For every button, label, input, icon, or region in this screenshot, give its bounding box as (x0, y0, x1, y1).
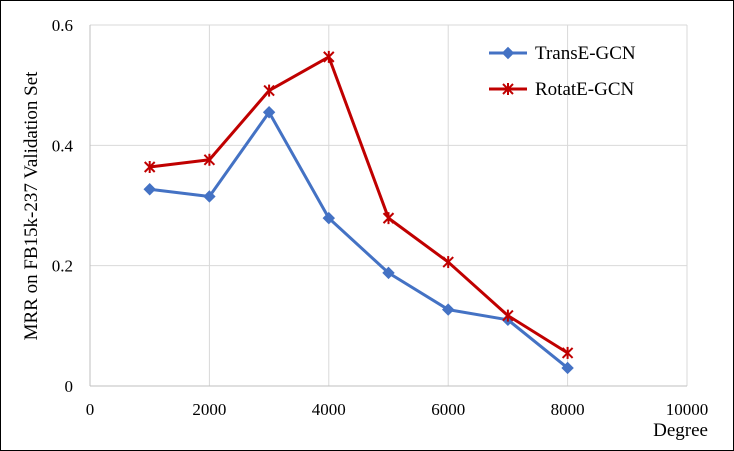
x-tick-label: 6000 (431, 400, 465, 419)
gridlines (90, 24, 688, 386)
data-point-transe-gcn (262, 106, 276, 119)
y-tick-label: 0.4 (52, 136, 74, 155)
legend-marker-shape (502, 83, 514, 95)
series-group (143, 50, 574, 375)
legend-item-rotate-gcn: RotatE-GCN (489, 79, 634, 100)
data-point-transe-gcn (143, 183, 156, 196)
x-tick-label: 2000 (192, 400, 226, 419)
data-point-rotate-gcn (502, 309, 514, 322)
y-tick-label: 0.2 (52, 257, 73, 276)
data-point-transe-gcn (203, 190, 216, 203)
data-point-rotate-gcn (203, 153, 216, 166)
data-point-transe-gcn (561, 361, 574, 375)
data-point-rotate-gcn (382, 212, 395, 225)
x-tick-labels: 0 2000 4000 6000 8000 10000 (86, 400, 709, 419)
series-transe-gcn (143, 106, 574, 375)
series-rotate-gcn (143, 50, 574, 359)
data-point-rotate-gcn (323, 50, 335, 63)
y-axis-title: MRR on FB15k-237 Validation Set (21, 71, 42, 341)
x-tick-label: 4000 (312, 400, 346, 419)
data-point-rotate-gcn (561, 346, 574, 359)
x-tick-label: 8000 (551, 400, 585, 419)
data-point-rotate-gcn (143, 160, 156, 173)
y-tick-labels: 0 0.2 0.4 0.6 (52, 16, 74, 396)
legend-marker-transe-gcn (501, 46, 515, 60)
x-tick-label: 0 (86, 400, 95, 419)
legend-label-transe-gcn: TransE-GCN (535, 43, 636, 64)
data-point-transe-gcn (382, 266, 395, 280)
data-point-rotate-gcn (442, 256, 454, 269)
x-axis-title: Degree (653, 420, 708, 441)
series-line-rotate-gcn (149, 55, 569, 355)
legend-marker-shape (501, 46, 515, 60)
y-tick-label: 0.6 (52, 16, 73, 35)
legend-label-rotate-gcn: RotatE-GCN (535, 79, 634, 100)
legend: TransE-GCN RotatE-GCN (489, 43, 636, 100)
data-point-transe-gcn (322, 211, 336, 225)
legend-marker-rotate-gcn (502, 83, 514, 95)
series-line-transe-gcn (149, 110, 569, 370)
data-point-transe-gcn (441, 303, 455, 316)
axes (89, 25, 687, 387)
data-point-rotate-gcn (263, 84, 275, 97)
x-tick-label: 10000 (666, 400, 709, 419)
y-tick-label: 0 (65, 377, 74, 396)
legend-item-transe-gcn: TransE-GCN (489, 43, 636, 64)
